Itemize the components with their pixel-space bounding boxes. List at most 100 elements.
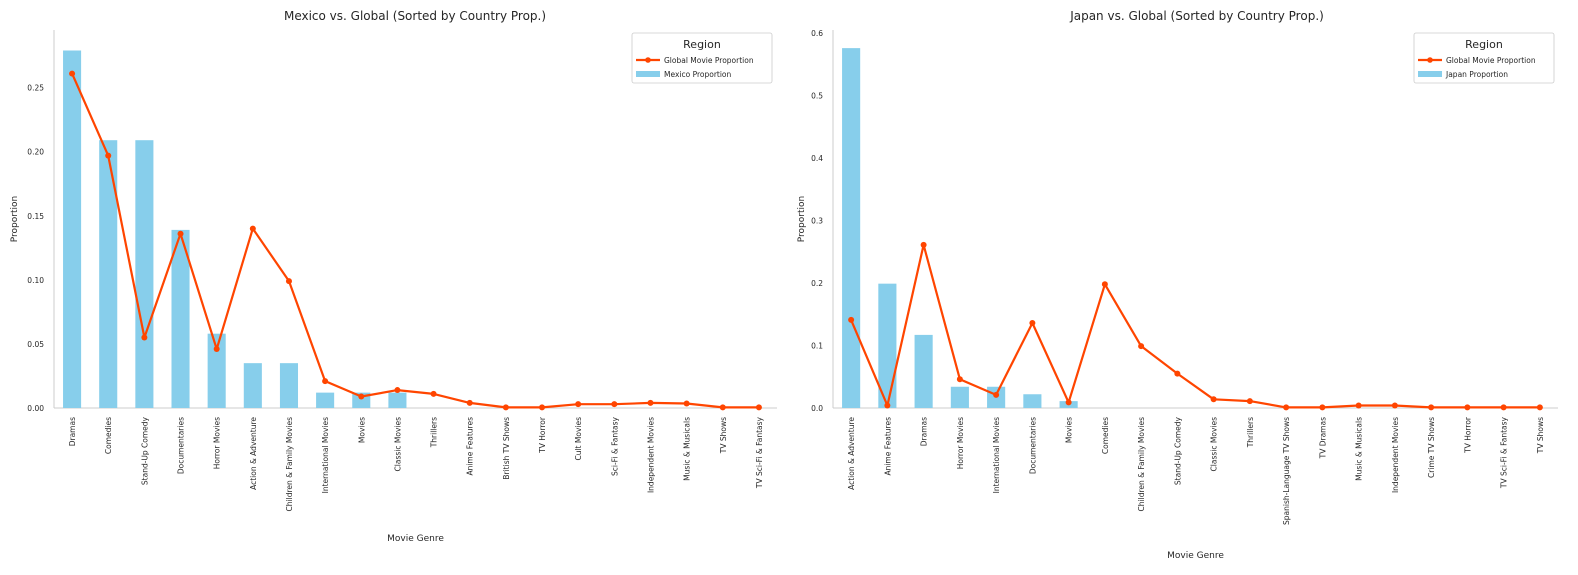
x-tick-label: Independent Movies [1391,417,1400,493]
x-tick-label: Comedies [104,417,113,454]
y-tick-label: 0.1 [811,342,823,351]
y-tick-label: 0.6 [811,29,823,38]
line-point [1428,404,1435,411]
global-proportion-line [71,73,759,409]
x-tick-label: International Movies [321,417,330,493]
global-proportion-line [850,243,1540,409]
legend-line-marker [1427,57,1433,63]
line-point [358,393,365,400]
line-point [920,241,927,248]
bar [99,140,118,409]
line-point [285,278,292,285]
y-tick-label: 0.3 [811,217,823,226]
line-point [69,70,76,77]
bar [950,386,969,408]
line-point [993,391,1000,398]
legend-title: Region [1465,38,1503,51]
x-tick-label: Music & Musicals [1355,417,1364,481]
line-point [719,404,726,411]
x-tick-label: Spanish-Language TV Shows [1282,417,1291,525]
chart-title: Mexico vs. Global (Sorted by Country Pro… [284,9,546,23]
legend-label: Global Movie Proportion [664,56,754,65]
bar [135,140,154,409]
line-point [1101,281,1108,288]
x-tick-label: Documentaries [177,417,186,474]
legend-label: Mexico Proportion [664,70,732,79]
bar [171,229,190,408]
y-tick-label: 0.20 [27,148,44,157]
line-point [683,400,690,407]
line-point [1500,404,1507,411]
legend-bar-swatch [636,71,660,77]
legend-box [631,32,773,84]
x-axis-label: Movie Genre [1167,551,1224,561]
line-point [647,399,654,406]
line-point [539,404,546,411]
y-tick-label: 0.25 [27,84,44,93]
line-point [884,402,891,409]
x-tick-label: Children & Family Movies [1137,417,1146,512]
line-point [1464,404,1471,411]
line-point [502,404,509,411]
line-point [611,401,618,408]
x-tick-label: Action & Adventure [249,417,258,490]
bar [842,48,861,408]
y-tick-label: 0.15 [27,212,44,221]
bar [914,334,933,408]
y-tick-label: 0.10 [27,276,44,285]
line-point [141,334,148,341]
x-tick-label: British TV Shows [502,417,511,480]
chart-title: Japan vs. Global (Sorted by Country Prop… [1069,9,1324,23]
line-point [430,390,437,397]
x-tick-label: TV Sci-Fi & Fantasy [755,416,764,489]
legend-title: Region [683,38,721,51]
line-point [848,316,855,323]
x-tick-label: TV Sci-Fi & Fantasy [1500,416,1509,489]
x-tick-label: Crime TV Shows [1427,417,1436,478]
x-tick-label: Stand-Up Comedy [140,416,149,485]
line-point [1210,396,1217,403]
line-point [394,387,401,394]
line-point [249,225,256,232]
x-tick-label: Comedies [1101,417,1110,454]
legend-label: Japan Proportion [1445,70,1508,79]
bar [243,363,262,408]
bar [279,363,299,408]
bar [63,50,82,408]
y-axis-label: Proportion [797,196,807,242]
x-tick-label: Movies [357,417,366,443]
line-point [755,404,762,411]
y-tick-label: 0.4 [811,154,823,163]
bar [207,333,226,408]
x-tick-label: Stand-Up Comedy [1173,416,1182,485]
x-tick-label: Movies [1065,417,1074,443]
x-tick-label: TV Shows [1536,417,1545,454]
x-tick-label: Children & Family Movies [285,417,294,512]
chart-1: Japan vs. Global (Sorted by Country Prop… [797,9,1558,561]
line-point [1065,399,1072,406]
y-tick-label: 0.00 [27,404,44,413]
x-tick-label: Anime Features [883,417,892,476]
x-tick-label: TV Horror [1463,416,1472,454]
x-tick-label: Horror Movies [213,417,222,469]
x-tick-label: Action & Adventure [847,417,856,490]
legend: Region Global Movie Proportion Japan Propo… [1413,32,1555,84]
x-tick-label: Sci-Fi & Fantasy [610,416,619,476]
line-point [213,346,220,353]
line-point [1246,398,1253,405]
x-tick-label: Thrillers [430,417,439,448]
bar [316,392,335,408]
x-tick-label: TV Horror [538,416,547,454]
line-point [322,378,329,385]
x-tick-label: Anime Features [466,417,475,476]
x-tick-label: Dramas [68,417,77,446]
legend: Region Global Movie Proportion Mexico Prop… [631,32,773,84]
x-tick-label: Cult Movies [574,417,583,461]
x-tick-label: TV Dramas [1318,417,1327,459]
y-tick-label: 0.2 [811,279,823,288]
legend-line-marker [645,57,651,63]
line-point [1355,402,1362,409]
x-tick-label: Independent Movies [646,417,655,493]
line-point [1029,320,1036,327]
